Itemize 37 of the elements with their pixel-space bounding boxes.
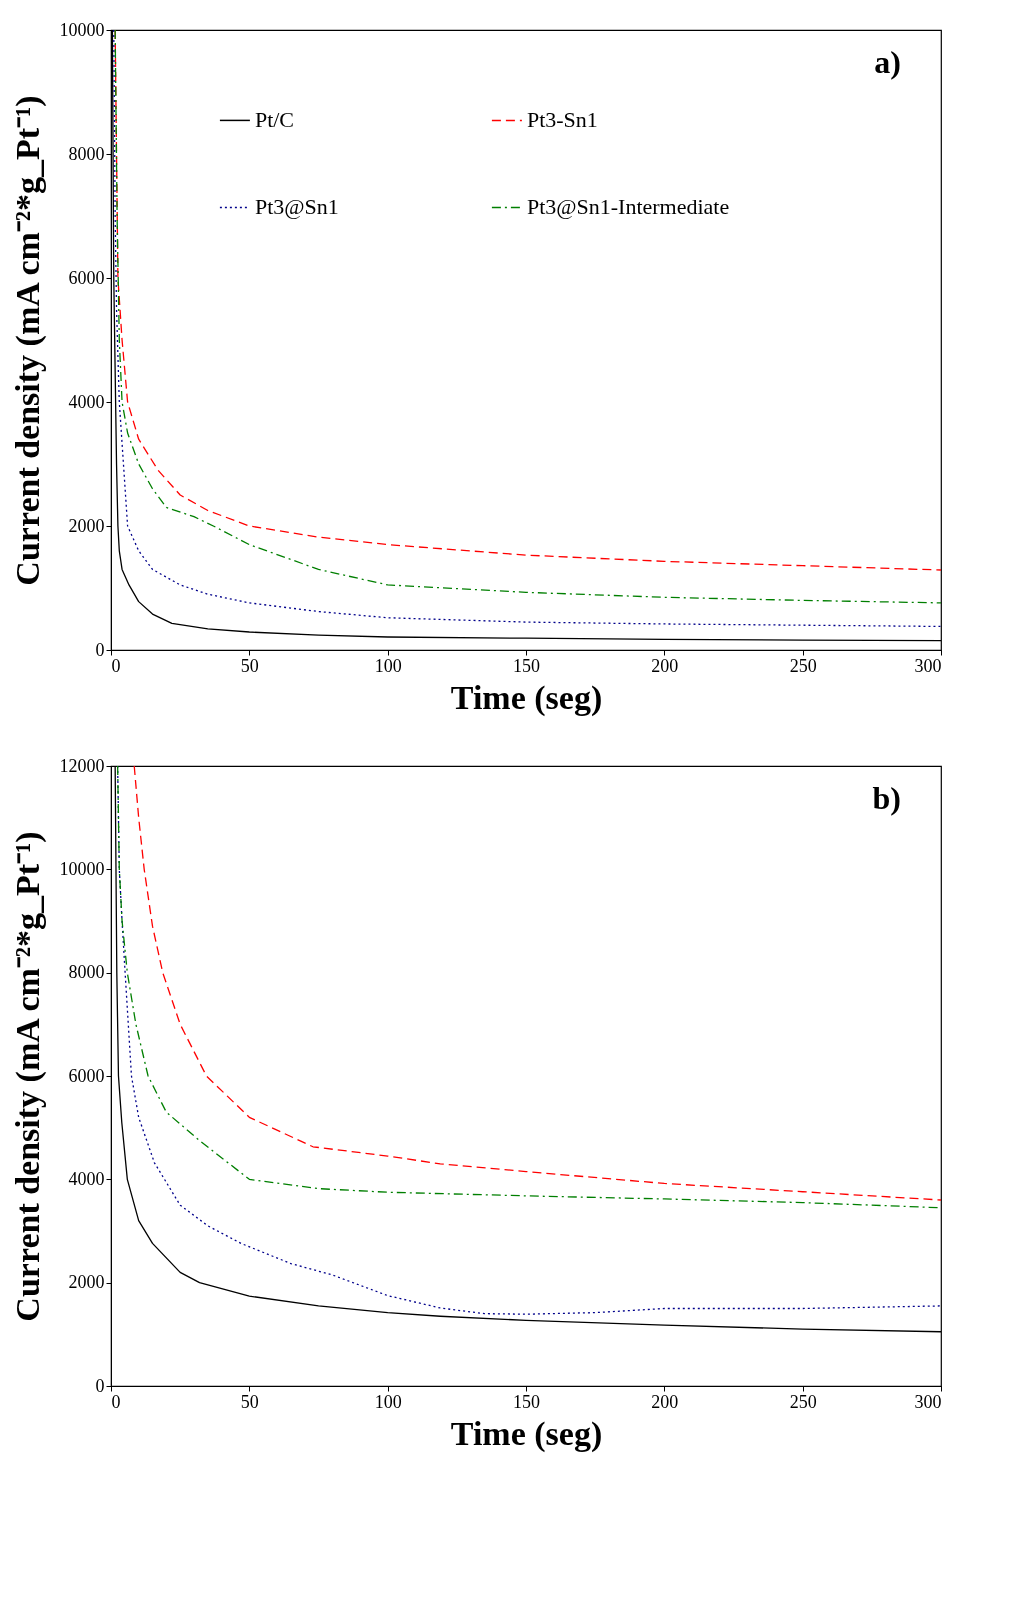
x-tick-label: 200 bbox=[651, 655, 679, 676]
x-tick-label: 0 bbox=[111, 1391, 121, 1412]
y-tick-label: 4000 bbox=[68, 391, 105, 412]
legend-label: Pt3-Sn1 bbox=[526, 107, 598, 133]
x-axis-title: Time (seg) bbox=[450, 1414, 603, 1453]
y-tick-label: 6000 bbox=[68, 1065, 105, 1086]
y-tick-label: 2000 bbox=[68, 1272, 105, 1293]
y-axis-title: Current density (mA cm⁻²*g_Pt⁻¹) bbox=[8, 95, 47, 586]
legend-label: Pt/C bbox=[254, 107, 295, 133]
y-tick-label: 0 bbox=[95, 1375, 105, 1396]
x-axis-title: Time (seg) bbox=[450, 678, 603, 717]
x-tick-label: 100 bbox=[374, 1391, 402, 1412]
x-tick-label: 100 bbox=[374, 655, 402, 676]
x-tick-label: 150 bbox=[513, 1391, 540, 1412]
y-tick-label: 6000 bbox=[68, 267, 105, 288]
legend-label: Pt3@Sn1 bbox=[254, 194, 339, 220]
x-tick-label: 300 bbox=[914, 1391, 942, 1412]
legend-label: Pt3@Sn1-Intermediate bbox=[526, 194, 730, 220]
x-tick-label: 50 bbox=[240, 655, 259, 676]
y-axis-title: Current density (mA cm⁻²*g_Pt⁻¹) bbox=[8, 831, 47, 1322]
annotation: a) bbox=[874, 44, 901, 80]
x-tick-label: 300 bbox=[914, 655, 942, 676]
y-tick-label: 10000 bbox=[59, 858, 105, 879]
y-tick-label: 0 bbox=[95, 639, 105, 660]
y-tick-label: 2000 bbox=[68, 515, 105, 536]
x-tick-label: 250 bbox=[789, 1391, 817, 1412]
x-tick-label: 250 bbox=[789, 655, 817, 676]
x-tick-label: 50 bbox=[240, 1391, 259, 1412]
annotation: b) bbox=[872, 780, 901, 816]
x-tick-label: 200 bbox=[651, 1391, 679, 1412]
x-tick-label: 150 bbox=[513, 655, 540, 676]
y-tick-label: 8000 bbox=[68, 962, 105, 983]
x-tick-label: 0 bbox=[111, 655, 121, 676]
y-tick-label: 4000 bbox=[68, 1168, 105, 1189]
y-tick-label: 10000 bbox=[59, 19, 105, 40]
y-tick-label: 8000 bbox=[68, 143, 105, 164]
y-tick-label: 12000 bbox=[59, 755, 105, 776]
